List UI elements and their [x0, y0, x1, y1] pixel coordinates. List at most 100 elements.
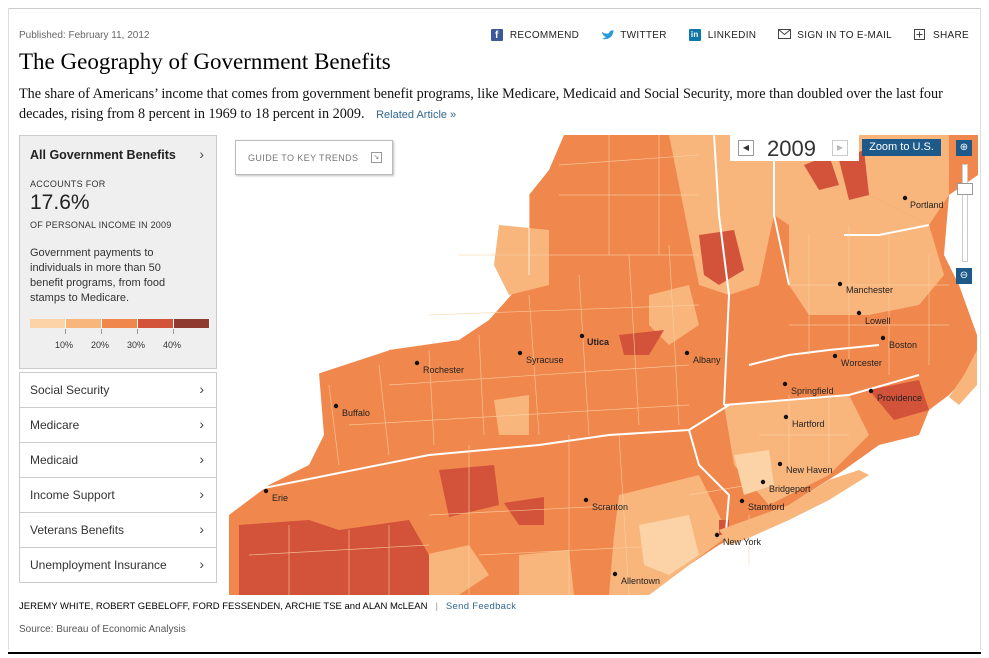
county-light[interactable] — [869, 135, 949, 225]
city-dot — [777, 461, 783, 467]
city-dot — [739, 498, 745, 504]
city-dot — [837, 281, 843, 287]
city-markers: Portland Manchester Lowell Boston Worces… — [263, 195, 944, 586]
county-dark[interactable] — [504, 497, 544, 525]
county-dark[interactable] — [239, 520, 429, 595]
city-label: Lowell — [865, 316, 891, 326]
legend-swatch — [66, 319, 102, 328]
county-dark[interactable] — [804, 155, 839, 190]
chevron-right-icon: › — [199, 521, 204, 537]
share-toolbar: f RECOMMEND TWITTER in LINKEDIN SIGN IN … — [469, 29, 969, 41]
county-dark[interactable] — [619, 330, 664, 355]
arrow-down-right-icon: ↘ — [371, 152, 382, 163]
twitter-button[interactable]: TWITTER — [601, 29, 667, 41]
city-label: New York — [723, 537, 762, 547]
income-share-sublabel: OF PERSONAL INCOME IN 2009 — [30, 220, 172, 230]
related-article-link[interactable]: Related Article » — [376, 109, 457, 121]
county-dark[interactable] — [869, 380, 929, 420]
active-category-title[interactable]: All Government Benefits — [30, 148, 176, 162]
city-dot — [832, 353, 838, 359]
category-description: Government payments to individuals in mo… — [30, 247, 166, 304]
category-social-security[interactable]: Social Security › — [20, 373, 216, 408]
share-button[interactable]: SHARE — [914, 29, 969, 41]
chevron-right-icon: › — [199, 381, 204, 397]
next-year-button[interactable]: ▶ — [832, 140, 848, 156]
guide-to-key-trends-button[interactable]: GUIDE TO KEY TRENDS ↘ — [235, 140, 393, 175]
category-medicare[interactable]: Medicare › — [20, 408, 216, 443]
city-label: Boston — [889, 340, 917, 350]
frame-right-line — [980, 8, 981, 650]
send-feedback-link[interactable]: Send Feedback — [445, 601, 517, 612]
city-label: Bridgeport — [769, 484, 811, 494]
category-label: Veterans Benefits — [30, 523, 125, 537]
county-light[interactable] — [519, 550, 574, 595]
city-label: Utica — [587, 337, 610, 347]
active-category-panel: All Government Benefits › ACCOUNTS FOR 1… — [19, 135, 217, 369]
chevron-right-icon: › — [199, 486, 204, 502]
legend-swatch — [102, 319, 138, 328]
category-list: Social Security › Medicare › Medicaid › Inc… — [19, 372, 217, 583]
legend-label: 10% — [55, 340, 74, 350]
separator: | — [435, 601, 438, 612]
county-light[interactable] — [419, 545, 489, 595]
city-dot — [414, 360, 420, 366]
city-label: Stamford — [748, 502, 785, 512]
choropleth-map[interactable]: Portland Manchester Lowell Boston Worces… — [229, 135, 978, 595]
chevron-right-icon: › — [199, 416, 204, 432]
city-label: Springfield — [791, 386, 834, 396]
city-label: Manchester — [846, 285, 893, 295]
category-label: Medicare — [30, 418, 80, 432]
city-label: New Haven — [786, 465, 833, 475]
category-income-support[interactable]: Income Support › — [20, 478, 216, 513]
legend-ticks — [30, 329, 210, 335]
frame-bottom-line — [8, 652, 981, 654]
category-label: Income Support — [30, 488, 115, 502]
zoom-to-us-button[interactable]: Zoom to U.S. — [862, 139, 941, 156]
city-dot — [612, 571, 618, 577]
city-dot — [760, 479, 766, 485]
credits-line: JEREMY WHITE, ROBERT GEBELOFF, FORD FESS… — [19, 601, 516, 612]
plus-box-icon — [914, 29, 926, 41]
city-dot — [902, 195, 908, 201]
facebook-icon: f — [490, 29, 503, 41]
category-medicaid[interactable]: Medicaid › — [20, 443, 216, 478]
recommend-button[interactable]: f RECOMMEND — [490, 29, 579, 41]
frame-left-line — [8, 8, 9, 650]
county-dark[interactable] — [699, 230, 744, 285]
city-label: Providence — [877, 393, 922, 403]
map-svg[interactable]: Portland Manchester Lowell Boston Worces… — [229, 135, 978, 595]
zoom-out-icon[interactable]: ⊖ — [956, 268, 972, 284]
published-date: Published: February 11, 2012 — [19, 30, 150, 41]
zoom-slider-track[interactable] — [962, 164, 968, 262]
legend-label: 20% — [91, 340, 110, 350]
page-title: The Geography of Government Benefits — [19, 49, 391, 74]
previous-year-button[interactable]: ◀ — [738, 140, 754, 156]
email-label: SIGN IN TO E-MAIL — [797, 29, 893, 41]
county-light[interactable] — [649, 285, 699, 345]
zoom-in-icon[interactable]: ⊕ — [956, 140, 972, 156]
county-light[interactable] — [494, 225, 549, 295]
city-dot — [684, 350, 690, 356]
legend-swatch — [138, 319, 174, 328]
atlantic-ocean — [729, 430, 978, 595]
sidebar: All Government Benefits › ACCOUNTS FOR 1… — [19, 135, 217, 583]
county-light[interactable] — [494, 395, 529, 435]
linkedin-button[interactable]: in LINKEDIN — [688, 29, 757, 41]
email-button[interactable]: SIGN IN TO E-MAIL — [778, 29, 892, 41]
cape-cod[interactable] — [949, 350, 977, 405]
city-label: Worcester — [841, 358, 882, 368]
city-label: Rochester — [423, 365, 464, 375]
long-island[interactable] — [719, 470, 869, 545]
zoom-slider-handle[interactable] — [957, 183, 973, 195]
color-legend — [30, 319, 210, 328]
source-note: Source: Bureau of Economic Analysis — [19, 624, 186, 635]
county-lighter[interactable] — [639, 515, 699, 575]
envelope-icon — [778, 29, 792, 41]
category-unemployment-insurance[interactable]: Unemployment Insurance › — [20, 548, 216, 582]
category-veterans-benefits[interactable]: Veterans Benefits › — [20, 513, 216, 548]
county-dark[interactable] — [839, 150, 869, 200]
city-dot — [579, 333, 585, 339]
article-summary: The share of Americans’ income that come… — [19, 84, 964, 125]
category-label: Social Security — [30, 383, 110, 397]
city-dot — [868, 388, 874, 394]
